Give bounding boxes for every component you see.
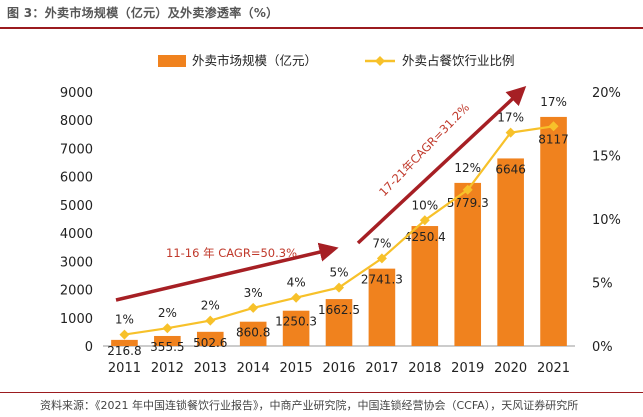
bar-value-label: 2741.3 xyxy=(361,273,403,287)
line-value-labels: 1% 2% 2% 3% 4% 5% 7% 10% 12% 17% 17% xyxy=(115,95,567,327)
x-axis-tick-label: 2011 xyxy=(108,361,141,376)
legend-bar-swatch xyxy=(158,55,186,67)
left-axis-tick-label: 0 xyxy=(85,340,93,355)
right-axis-tick-label: 5% xyxy=(592,277,613,292)
bar-series xyxy=(111,116,567,346)
x-axis-tick-label: 2015 xyxy=(280,361,313,376)
left-axis-tick-label: 5000 xyxy=(60,199,93,214)
source-note: 资料来源：《2021 年中国连锁餐饮行业报告》，中商产业研究院，中国连锁经营协会… xyxy=(40,399,579,412)
line-point-marker xyxy=(548,121,559,132)
bar-value-label: 355.5 xyxy=(150,340,184,354)
line-series xyxy=(119,121,559,340)
x-axis-tick-label: 2020 xyxy=(494,361,527,376)
bar-value-label: 502.6 xyxy=(193,336,227,350)
line-value-label: 17% xyxy=(540,95,567,109)
legend-line-label: 外卖占餐饮行业比例 xyxy=(402,53,515,68)
x-axis-tick-label: 2018 xyxy=(408,361,441,376)
bar-value-label: 1662.5 xyxy=(318,303,360,317)
figure-title: 图 3：外卖市场规模（亿元）及外卖渗透率（%） xyxy=(7,6,279,20)
bar-value-label: 4250.4 xyxy=(404,230,446,244)
bar xyxy=(111,339,138,346)
line-value-label: 12% xyxy=(454,161,481,175)
x-axis-tick-label: 2014 xyxy=(237,361,270,376)
x-axis-tick-label: 2017 xyxy=(365,361,398,376)
left-axis-tick-label: 1000 xyxy=(60,312,93,327)
bar xyxy=(368,268,396,346)
line-value-label: 5% xyxy=(329,266,348,280)
line-point-marker xyxy=(505,127,516,138)
line-point-marker xyxy=(162,323,173,334)
x-axis-tick-label: 2012 xyxy=(151,361,184,376)
bar-value-label: 1250.3 xyxy=(275,315,317,329)
right-axis-tick-label: 20% xyxy=(592,86,621,101)
line-point-marker xyxy=(419,215,430,226)
title-divider xyxy=(0,27,643,29)
line-point-marker xyxy=(248,302,259,313)
cagr-annotation-2011-2016: 11-16 年 CAGR=50.3% xyxy=(166,246,297,260)
line-point-marker xyxy=(376,253,387,264)
right-axis-tick-label: 10% xyxy=(592,213,621,228)
bar-value-label: 216.8 xyxy=(107,344,141,358)
left-axis-tick-label: 3000 xyxy=(60,255,93,270)
bar xyxy=(411,226,439,346)
line-point-marker xyxy=(119,329,130,340)
bar xyxy=(282,310,310,346)
legend: 外卖市场规模（亿元） 外卖占餐饮行业比例 xyxy=(158,53,515,68)
right-axis-tick-label: 0% xyxy=(592,340,613,355)
bar-value-label: 6646 xyxy=(495,162,526,176)
line-point-marker xyxy=(334,282,344,293)
legend-line-marker xyxy=(375,56,385,66)
bar xyxy=(454,182,482,346)
line-value-label: 4% xyxy=(287,276,306,290)
x-axis-tick-label: 2019 xyxy=(451,361,484,376)
left-axis: 0 1000 2000 3000 4000 5000 6000 7000 8000 9000 xyxy=(60,86,93,355)
bar-value-label: 860.8 xyxy=(236,326,270,340)
bar xyxy=(325,299,353,346)
line-value-label: 17% xyxy=(497,111,524,125)
x-axis-tick-label: 2016 xyxy=(322,361,355,376)
left-axis-tick-label: 6000 xyxy=(60,171,93,186)
source-divider xyxy=(0,392,643,393)
right-axis-tick-label: 15% xyxy=(592,150,621,165)
x-axis-tick-label: 2021 xyxy=(537,361,570,376)
bar-value-label: 8117 xyxy=(538,132,569,146)
left-axis-tick-label: 8000 xyxy=(60,114,93,129)
line-value-label: 10% xyxy=(411,198,438,212)
line-point-marker xyxy=(291,292,302,303)
line-value-label: 2% xyxy=(201,299,220,313)
left-axis-tick-label: 7000 xyxy=(60,142,93,157)
right-axis: 0% 5% 10% 15% 20% xyxy=(592,86,621,355)
bar xyxy=(196,331,224,346)
cagr-arrow-2017-2021 xyxy=(356,86,527,245)
x-axis-tick-label: 2013 xyxy=(194,361,227,376)
bar xyxy=(239,321,267,346)
left-axis-tick-label: 2000 xyxy=(60,284,93,299)
cagr-arrow-2011-2016 xyxy=(115,242,339,302)
line-value-label: 2% xyxy=(158,306,177,320)
x-axis: 2011 2012 2013 2014 2015 2016 2017 2018 2019 2020… xyxy=(108,361,570,376)
line-value-label: 3% xyxy=(244,286,263,300)
left-axis-tick-label: 4000 xyxy=(60,227,93,242)
bar-value-label: 5779.3 xyxy=(447,196,489,210)
line-point-marker xyxy=(462,184,473,195)
left-axis-tick-label: 9000 xyxy=(60,86,93,101)
bar xyxy=(540,116,567,346)
legend-bar-label: 外卖市场规模（亿元） xyxy=(192,53,317,68)
bar xyxy=(154,335,181,346)
line-value-label: 1% xyxy=(115,313,134,327)
bar xyxy=(497,158,524,346)
line-point-marker xyxy=(205,315,216,326)
line-value-label: 7% xyxy=(372,236,391,250)
